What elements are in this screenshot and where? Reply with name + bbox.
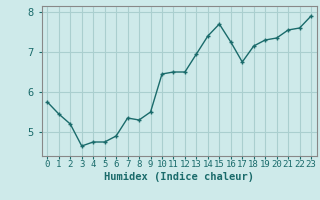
X-axis label: Humidex (Indice chaleur): Humidex (Indice chaleur) <box>104 172 254 182</box>
